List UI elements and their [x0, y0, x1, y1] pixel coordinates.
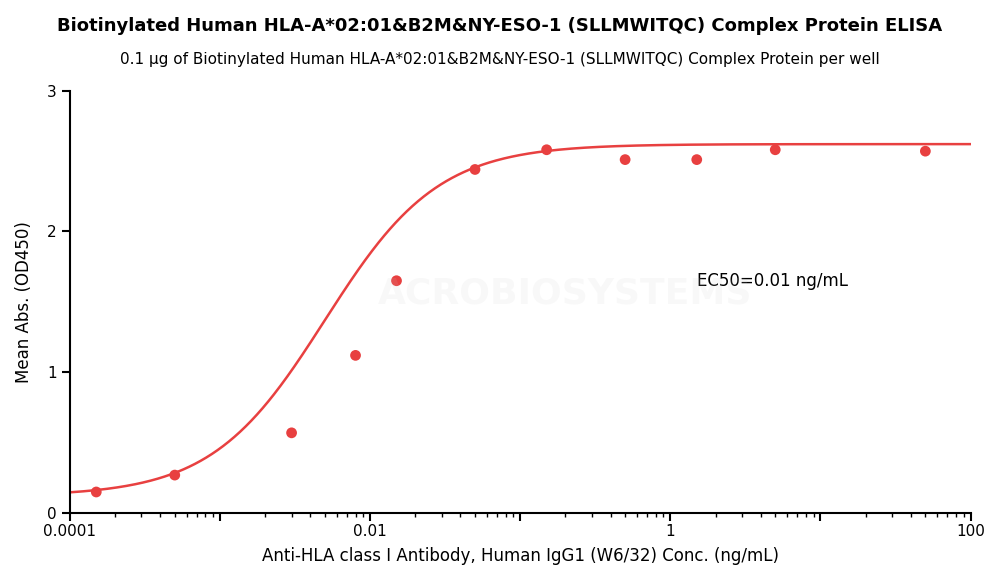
Text: 0.1 μg of Biotinylated Human HLA-A*02:01&B2M&NY-ESO-1 (SLLMWITQC) Complex Protei: 0.1 μg of Biotinylated Human HLA-A*02:01… [120, 52, 880, 67]
Point [917, 147, 933, 156]
Y-axis label: Mean Abs. (OD450): Mean Abs. (OD450) [15, 221, 33, 383]
Point [467, 165, 483, 174]
Text: 0.01: 0.01 [353, 524, 387, 539]
Point [348, 351, 364, 360]
Text: EC50=0.01 ng/mL: EC50=0.01 ng/mL [697, 271, 848, 290]
Point [167, 470, 183, 480]
Point [539, 145, 555, 154]
Point [767, 145, 783, 154]
Point [284, 428, 300, 437]
X-axis label: Anti-HLA class I Antibody, Human IgG1 (W6/32) Conc. (ng/mL): Anti-HLA class I Antibody, Human IgG1 (W… [262, 547, 779, 565]
Point [389, 276, 405, 285]
Text: 1: 1 [666, 524, 675, 539]
Point [88, 487, 104, 496]
Text: Biotinylated Human HLA-A*02:01&B2M&NY-ESO-1 (SLLMWITQC) Complex Protein ELISA: Biotinylated Human HLA-A*02:01&B2M&NY-ES… [57, 17, 943, 35]
Text: 100: 100 [956, 524, 985, 539]
Text: 0.0001: 0.0001 [43, 524, 96, 539]
Text: ACROBIOSYSTEMS: ACROBIOSYSTEMS [378, 277, 752, 310]
Point [689, 155, 705, 164]
Point [617, 155, 633, 164]
